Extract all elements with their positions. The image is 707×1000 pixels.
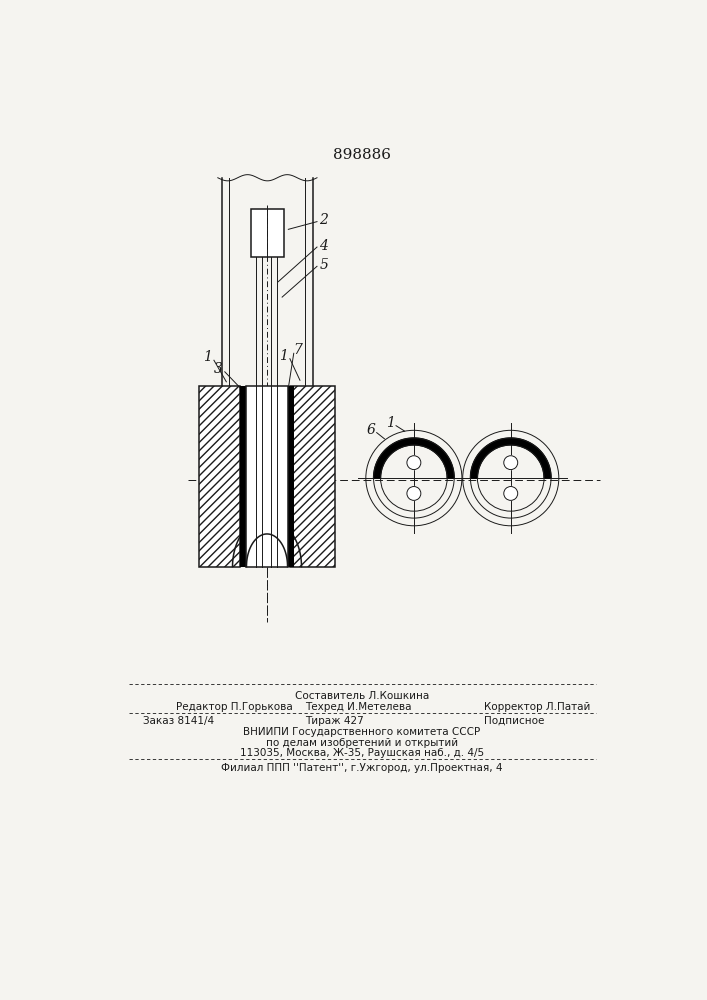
Bar [290,386,335,567]
Text: Подписное: Подписное [484,716,544,726]
Text: 7: 7 [293,343,302,357]
Polygon shape [373,438,454,478]
Text: Тираж 427: Тираж 427 [305,716,364,726]
Text: 4: 4 [320,239,328,253]
Text: Редактор П.Горькова: Редактор П.Горькова [176,702,293,712]
Text: 113035, Москва, Ж-35, Раушская наб., д. 4/5: 113035, Москва, Ж-35, Раушская наб., д. … [240,748,484,758]
Text: 3: 3 [214,362,223,376]
Bar [199,386,240,567]
Polygon shape [470,438,551,478]
Text: 1: 1 [279,349,288,363]
Circle shape [407,456,421,470]
Bar [251,209,284,257]
Circle shape [407,487,421,500]
Text: Техред И.Метелева: Техред И.Метелева [305,702,412,712]
Text: 2: 2 [320,213,328,227]
Text: 6: 6 [367,423,375,437]
Text: Составитель Л.Кошкина: Составитель Л.Кошкина [295,691,429,701]
Circle shape [504,487,518,500]
Bar [240,386,247,567]
Text: Корректор Л.Патай: Корректор Л.Патай [484,702,590,712]
Text: Заказ 8141/4: Заказ 8141/4 [143,716,214,726]
Bar [288,386,293,567]
Text: ВНИИПИ Государственного комитета СССР: ВНИИПИ Государственного комитета СССР [243,727,481,737]
Text: Филиал ППП ''Патент'', г.Ужгород, ул.Проектная, 4: Филиал ППП ''Патент'', г.Ужгород, ул.Про… [221,763,503,773]
Circle shape [504,456,518,470]
Bar [247,386,288,567]
Text: по делам изобретений и открытий: по делам изобретений и открытий [266,738,458,748]
Text: 1: 1 [204,350,212,364]
Text: 1: 1 [386,416,395,430]
Text: 898886: 898886 [333,148,391,162]
Text: 5: 5 [320,258,328,272]
